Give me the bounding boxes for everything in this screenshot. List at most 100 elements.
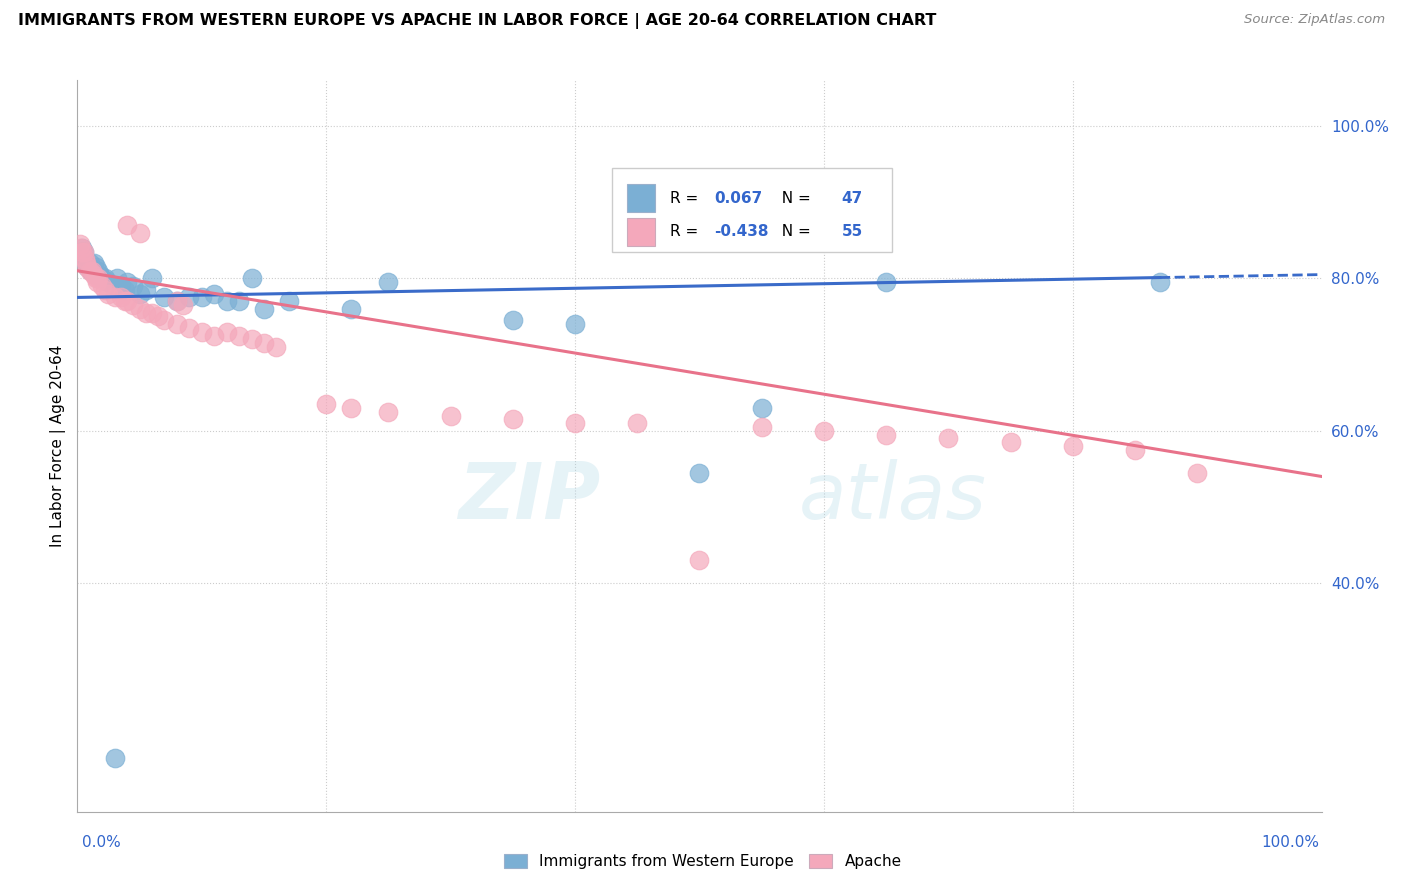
Point	[875, 427, 897, 442]
Point	[166, 317, 188, 331]
Point	[240, 271, 263, 285]
Point	[228, 328, 250, 343]
FancyBboxPatch shape	[627, 218, 655, 245]
Point	[122, 298, 145, 312]
Point	[689, 466, 711, 480]
Point	[689, 553, 711, 567]
Point	[87, 271, 110, 285]
Point	[875, 275, 897, 289]
Point	[83, 256, 105, 270]
Point	[114, 294, 136, 309]
Point	[75, 256, 97, 270]
Point	[340, 301, 363, 316]
Point	[128, 286, 150, 301]
Point	[253, 336, 276, 351]
Text: N =: N =	[772, 191, 815, 205]
Text: R =: R =	[669, 224, 703, 239]
Point	[240, 332, 263, 346]
Text: 0.0%: 0.0%	[82, 836, 121, 850]
Legend: Immigrants from Western Europe, Apache: Immigrants from Western Europe, Apache	[498, 848, 908, 875]
Point	[79, 256, 101, 270]
Point	[377, 405, 399, 419]
Point	[72, 244, 94, 259]
Point	[110, 290, 132, 304]
Point	[84, 271, 107, 285]
Point	[70, 241, 93, 255]
Point	[564, 317, 586, 331]
Point	[172, 298, 194, 312]
Point	[115, 218, 138, 232]
Point	[266, 340, 288, 354]
Point	[166, 294, 188, 309]
Point	[75, 256, 97, 270]
Point	[72, 241, 94, 255]
Point	[76, 260, 98, 274]
Point	[104, 279, 127, 293]
Point	[73, 252, 96, 267]
Point	[315, 397, 337, 411]
Point	[135, 306, 157, 320]
Text: 47: 47	[841, 191, 863, 205]
Point	[938, 431, 960, 445]
Point	[1062, 439, 1084, 453]
Point	[564, 416, 586, 430]
Point	[104, 290, 127, 304]
Point	[87, 264, 110, 278]
Point	[72, 244, 94, 259]
Text: 55: 55	[841, 224, 863, 239]
Point	[73, 252, 96, 267]
Point	[440, 409, 463, 423]
Point	[166, 294, 188, 309]
Text: R =: R =	[669, 191, 703, 205]
Point	[153, 290, 176, 304]
Text: N =: N =	[772, 224, 815, 239]
Point	[91, 271, 114, 285]
Point	[115, 275, 138, 289]
Point	[1000, 435, 1022, 450]
Point	[82, 264, 104, 278]
Point	[105, 271, 128, 285]
Point	[110, 279, 132, 293]
Point	[215, 294, 238, 309]
Point	[1123, 442, 1146, 457]
Point	[340, 401, 363, 415]
Point	[277, 294, 299, 309]
Point	[104, 751, 127, 765]
Point	[148, 310, 170, 324]
Point	[202, 328, 225, 343]
Text: IMMIGRANTS FROM WESTERN EUROPE VS APACHE IN LABOR FORCE | AGE 20-64 CORRELATION : IMMIGRANTS FROM WESTERN EUROPE VS APACHE…	[18, 13, 936, 29]
Y-axis label: In Labor Force | Age 20-64: In Labor Force | Age 20-64	[51, 345, 66, 547]
Point	[179, 290, 201, 304]
Point	[91, 279, 114, 293]
Point	[76, 260, 98, 274]
Point	[97, 286, 120, 301]
Point	[82, 264, 104, 278]
FancyBboxPatch shape	[613, 168, 893, 252]
Point	[69, 244, 91, 259]
Point	[191, 325, 214, 339]
Point	[751, 420, 773, 434]
Point	[813, 424, 835, 438]
Text: Source: ZipAtlas.com: Source: ZipAtlas.com	[1244, 13, 1385, 27]
Point	[135, 283, 157, 297]
Text: atlas: atlas	[799, 459, 987, 535]
Text: 100.0%: 100.0%	[1261, 836, 1319, 850]
Point	[89, 268, 111, 282]
Point	[626, 416, 648, 430]
Text: -0.438: -0.438	[714, 224, 769, 239]
Point	[80, 264, 103, 278]
Point	[70, 248, 93, 262]
Point	[202, 286, 225, 301]
Point	[93, 283, 115, 297]
Text: ZIP: ZIP	[458, 459, 600, 535]
Point	[1187, 466, 1209, 480]
Point	[84, 260, 107, 274]
Point	[79, 264, 101, 278]
Point	[115, 294, 138, 309]
Point	[93, 271, 115, 285]
Point	[86, 275, 108, 289]
Text: 0.067: 0.067	[714, 191, 762, 205]
Point	[215, 325, 238, 339]
Point	[122, 279, 145, 293]
Point	[751, 401, 773, 415]
